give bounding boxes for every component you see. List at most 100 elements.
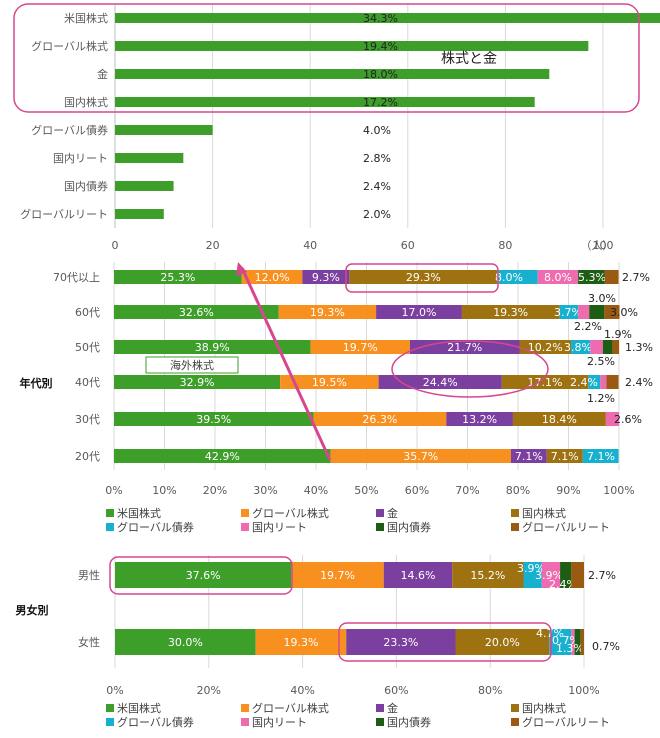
callout-box (145, 356, 239, 374)
legend-label: 国内株式 (522, 701, 566, 715)
data-label: 32.6% (179, 306, 214, 319)
stacked-segment (310, 340, 410, 354)
stacked-segment (255, 629, 347, 655)
stacked-segment (115, 629, 256, 655)
x-tick-label: 80 (498, 239, 512, 252)
stacked-segment (559, 305, 579, 319)
data-label: 2.7% (622, 271, 650, 284)
stacked-segment (349, 270, 498, 284)
category-label: 50代 (75, 341, 100, 354)
category-label: 40代 (75, 376, 100, 389)
stacked-segment (549, 629, 572, 655)
data-label: 1.9% (604, 328, 632, 341)
legend-label: グローバル債券 (117, 520, 194, 534)
category-label: 米国株式 (64, 11, 108, 25)
stacked-segment (523, 562, 542, 588)
x-tick-label: 40 (303, 239, 317, 252)
data-label: 3.7% (554, 306, 582, 319)
stacked-segment (313, 412, 447, 426)
bar (115, 69, 550, 79)
x-tick-label: 80% (478, 684, 502, 697)
legend-label: 米国株式 (117, 701, 161, 715)
data-label: 2.8% (363, 152, 391, 165)
data-label: 29.3% (406, 271, 441, 284)
data-label: 20.0% (485, 636, 520, 649)
category-label: グローバル債券 (31, 123, 108, 137)
data-label: 7.1% (587, 450, 615, 463)
data-label: 10.2% (528, 341, 563, 354)
data-label: 34.3% (363, 12, 398, 25)
x-tick-label: 80% (506, 484, 530, 497)
group-label: 年代別 (20, 376, 53, 390)
stacked-segment (114, 340, 311, 354)
stacked-segment (114, 449, 331, 463)
x-tick-label: 40% (290, 684, 314, 697)
stacked-segment (280, 375, 379, 389)
data-label: 23.3% (383, 636, 418, 649)
legend-swatch (376, 509, 384, 517)
stacked-segment (604, 270, 619, 284)
highlight-box (338, 622, 552, 662)
x-tick-label: 0% (106, 684, 123, 697)
stacked-segment (378, 375, 502, 389)
stacked-segment (588, 375, 601, 389)
category-label: グローバルリート (20, 207, 108, 221)
data-label: 1.3% (625, 341, 653, 354)
data-label: 14.6% (400, 569, 435, 582)
x-tick-label: 60% (405, 484, 429, 497)
stacked-segment (512, 412, 606, 426)
legend-swatch (106, 718, 114, 726)
x-tick-label: 50% (354, 484, 378, 497)
data-label: 24.4% (423, 376, 458, 389)
bar (115, 97, 535, 107)
x-tick-label: 90% (556, 484, 580, 497)
data-label: 13.2% (462, 413, 497, 426)
category-label: 国内リート (53, 151, 108, 165)
data-label: 0.7% (552, 634, 580, 647)
stacked-segment (602, 340, 613, 354)
bar (115, 209, 164, 219)
data-label: 38.9% (195, 341, 230, 354)
data-label: 37.6% (186, 569, 221, 582)
data-label: 39.5% (196, 413, 231, 426)
data-label: 7.1% (515, 450, 543, 463)
data-label: 3.9% (517, 562, 545, 575)
data-label: 1.2% (587, 392, 615, 405)
category-label: 金 (97, 67, 108, 81)
legend-swatch (241, 718, 249, 726)
data-label: 2.0% (363, 208, 391, 221)
data-label: 7.1% (551, 450, 579, 463)
x-tick-label: 60% (384, 684, 408, 697)
legend-swatch (511, 523, 519, 531)
arrow-head (236, 262, 247, 276)
x-tick-label: 0% (105, 484, 122, 497)
legend-label: グローバル株式 (252, 701, 329, 715)
data-label: 17.0% (402, 306, 437, 319)
stacked-segment (578, 270, 605, 284)
data-label: 15.2% (470, 569, 505, 582)
legend-label: 金 (387, 506, 398, 520)
group-label: 男女別 (16, 603, 49, 617)
legend-label: 国内株式 (522, 506, 566, 520)
stacked-segment (582, 449, 619, 463)
data-label: 19.3% (310, 306, 345, 319)
stacked-segment (278, 305, 377, 319)
category-label: 30代 (75, 413, 100, 426)
highlight-ellipse (391, 340, 549, 398)
stacked-segment (541, 562, 561, 588)
stacked-segment (571, 562, 584, 588)
stacked-segment (383, 562, 453, 588)
x-tick-label: 30% (253, 484, 277, 497)
data-label: 18.4% (542, 413, 577, 426)
data-label: 19.3% (283, 636, 318, 649)
stacked-segment (461, 305, 560, 319)
stacked-segment (455, 629, 550, 655)
x-tick-label: 20% (197, 684, 221, 697)
legend-label: グローバルリート (522, 715, 610, 729)
stacked-segment (376, 305, 462, 319)
legend-swatch (511, 704, 519, 712)
data-label: 17.1% (528, 376, 563, 389)
data-label: 4.7% (536, 627, 564, 640)
highlight-box (109, 556, 293, 595)
data-label: 2.6% (614, 413, 642, 426)
